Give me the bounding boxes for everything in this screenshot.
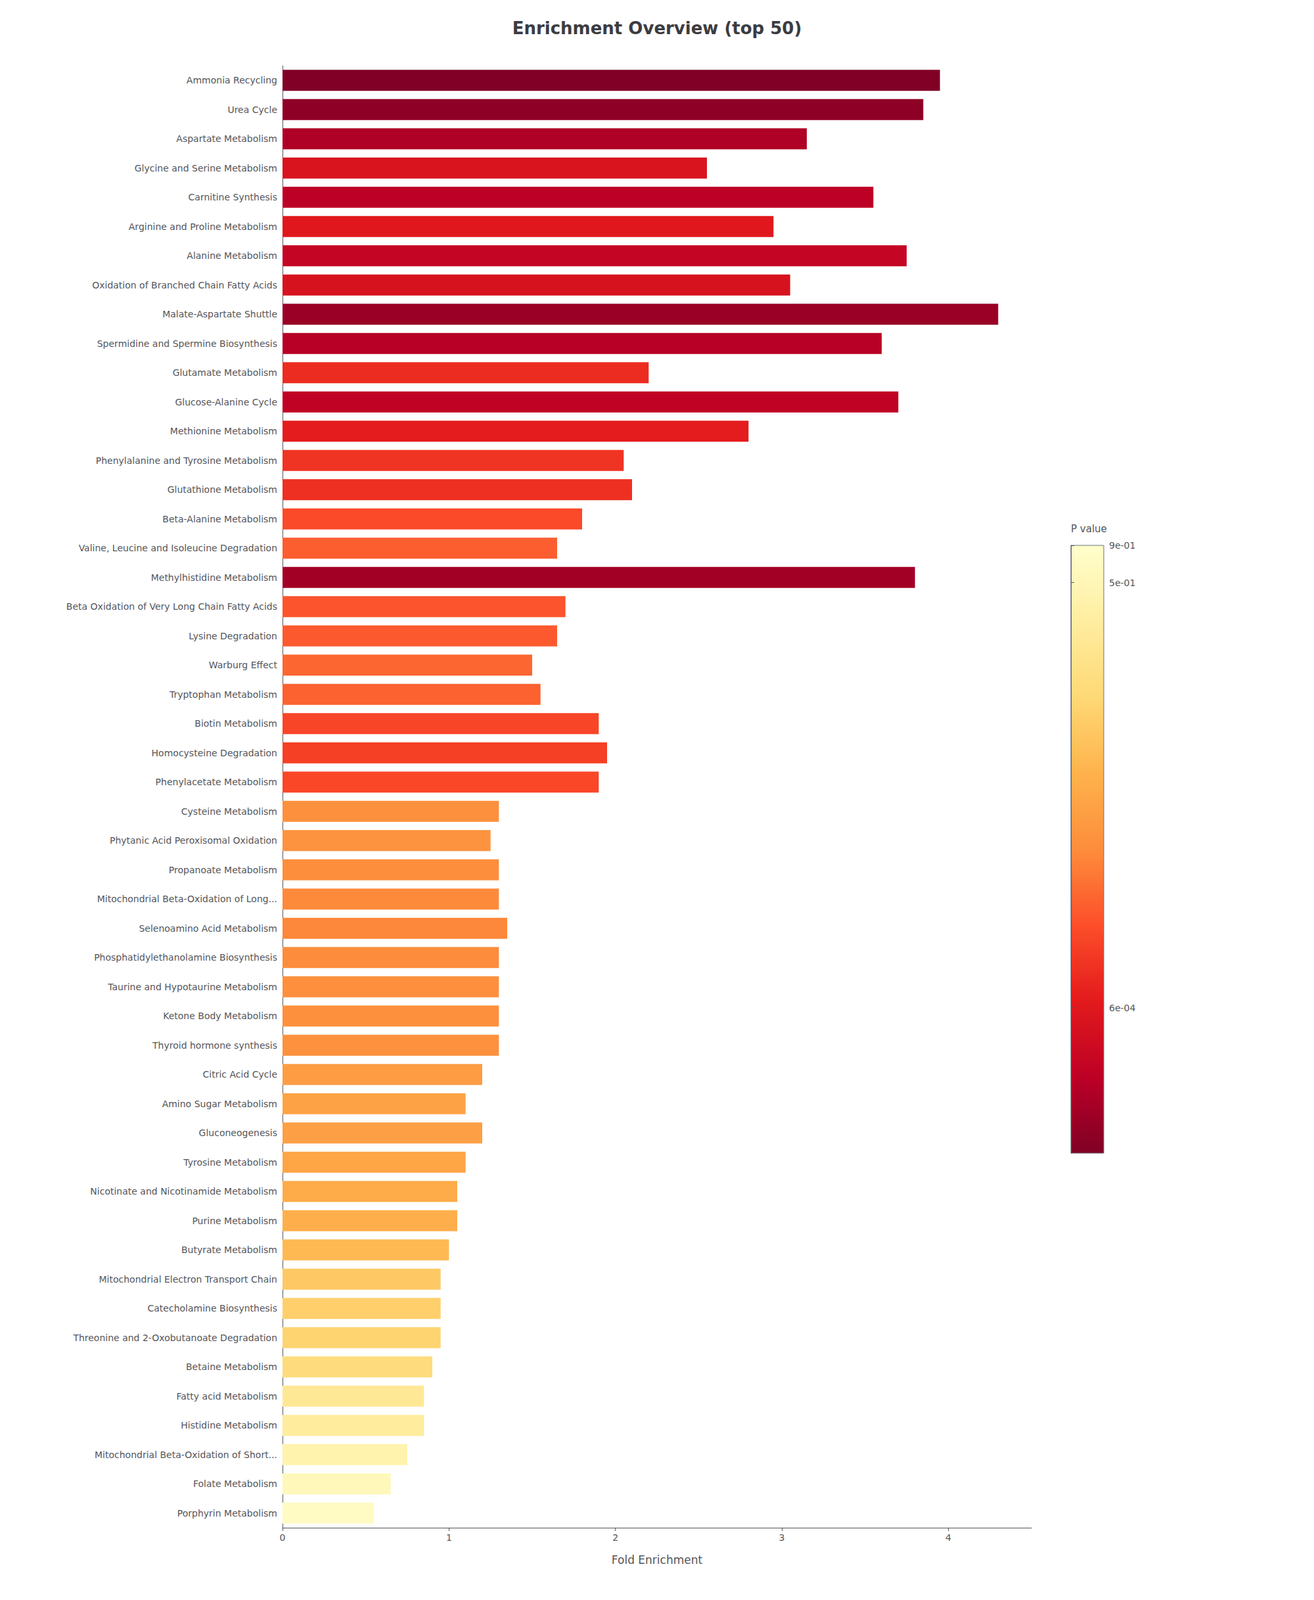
svg-text:Taurine and Hypotaurine Metabo: Taurine and Hypotaurine Metabolism bbox=[107, 981, 278, 993]
svg-text:Amino Sugar Metabolism: Amino Sugar Metabolism bbox=[162, 1098, 278, 1110]
svg-text:Urea Cycle: Urea Cycle bbox=[227, 104, 278, 115]
svg-text:Mitochondrial Electron Transpo: Mitochondrial Electron Transport Chain bbox=[99, 1273, 278, 1285]
svg-text:Phenylacetate Metabolism: Phenylacetate Metabolism bbox=[155, 776, 278, 788]
svg-text:Threonine and 2-Oxobutanoate D: Threonine and 2-Oxobutanoate Degradation bbox=[72, 1332, 278, 1343]
svg-text:Propanoate Metabolism: Propanoate Metabolism bbox=[168, 864, 278, 876]
svg-text:2: 2 bbox=[612, 1532, 619, 1543]
svg-text:Phosphatidylethanolamine Biosy: Phosphatidylethanolamine Biosynthesis bbox=[93, 951, 278, 963]
svg-text:0: 0 bbox=[279, 1532, 286, 1543]
svg-text:Histidine Metabolism: Histidine Metabolism bbox=[180, 1419, 278, 1431]
svg-text:Mitochondrial Beta-Oxidation o: Mitochondrial Beta-Oxidation of Short... bbox=[94, 1449, 278, 1460]
svg-text:Folate Metabolism: Folate Metabolism bbox=[193, 1478, 278, 1489]
svg-text:Tyrosine Metabolism: Tyrosine Metabolism bbox=[182, 1156, 278, 1168]
svg-text:3: 3 bbox=[779, 1532, 786, 1543]
svg-text:Mitochondrial Beta-Oxidation o: Mitochondrial Beta-Oxidation of Long... bbox=[97, 893, 278, 905]
svg-text:Fatty acid Metabolism: Fatty acid Metabolism bbox=[176, 1390, 278, 1402]
svg-text:Aspartate Metabolism: Aspartate Metabolism bbox=[176, 133, 278, 144]
svg-text:Nicotinate and Nicotinamide Me: Nicotinate and Nicotinamide Metabolism bbox=[90, 1185, 278, 1197]
svg-text:Fold Enrichment: Fold Enrichment bbox=[611, 1553, 703, 1567]
svg-text:Butyrate Metabolism: Butyrate Metabolism bbox=[181, 1244, 278, 1255]
svg-text:Purine Metabolism: Purine Metabolism bbox=[191, 1215, 278, 1226]
svg-text:P value: P value bbox=[1070, 522, 1108, 535]
svg-text:Phytanic Acid Peroxisomal Oxid: Phytanic Acid Peroxisomal Oxidation bbox=[109, 835, 278, 846]
svg-text:Beta-Alanine Metabolism: Beta-Alanine Metabolism bbox=[162, 513, 278, 525]
svg-text:5e-01: 5e-01 bbox=[1109, 577, 1136, 589]
svg-text:Enrichment Overview (top 50): Enrichment Overview (top 50) bbox=[512, 18, 803, 39]
svg-text:Methionine Metabolism: Methionine Metabolism bbox=[170, 425, 278, 437]
svg-text:Methylhistidine Metabolism: Methylhistidine Metabolism bbox=[151, 572, 278, 583]
svg-text:4: 4 bbox=[945, 1532, 952, 1543]
svg-text:Citric Acid Cycle: Citric Acid Cycle bbox=[203, 1068, 278, 1080]
svg-text:Lysine Degradation: Lysine Degradation bbox=[188, 630, 278, 642]
svg-text:9e-01: 9e-01 bbox=[1109, 540, 1136, 551]
svg-text:Biotin Metabolism: Biotin Metabolism bbox=[194, 718, 278, 729]
svg-text:Ammonia Recycling: Ammonia Recycling bbox=[186, 74, 278, 86]
svg-text:Porphyrin Metabolism: Porphyrin Metabolism bbox=[177, 1507, 278, 1519]
svg-text:Glycine and Serine Metabolism: Glycine and Serine Metabolism bbox=[134, 162, 278, 174]
svg-text:Tryptophan Metabolism: Tryptophan Metabolism bbox=[168, 689, 278, 700]
svg-text:Cysteine Metabolism: Cysteine Metabolism bbox=[181, 806, 278, 817]
svg-text:Carnitine Synthesis: Carnitine Synthesis bbox=[188, 191, 278, 203]
svg-text:Spermidine and Spermine Biosyn: Spermidine and Spermine Biosynthesis bbox=[97, 338, 278, 349]
svg-text:Beta Oxidation of Very Long Ch: Beta Oxidation of Very Long Chain Fatty … bbox=[66, 601, 278, 612]
svg-text:Glucose-Alanine Cycle: Glucose-Alanine Cycle bbox=[174, 396, 278, 408]
svg-text:Catecholamine Biosynthesis: Catecholamine Biosynthesis bbox=[147, 1302, 278, 1314]
svg-text:Arginine and Proline Metabolis: Arginine and Proline Metabolism bbox=[128, 221, 278, 232]
svg-text:Valine, Leucine and Isoleucine: Valine, Leucine and Isoleucine Degradati… bbox=[78, 542, 278, 554]
svg-text:Warburg Effect: Warburg Effect bbox=[208, 659, 278, 671]
svg-text:Oxidation of Branched Chain Fa: Oxidation of Branched Chain Fatty Acids bbox=[91, 279, 278, 291]
svg-text:Gluconeogenesis: Gluconeogenesis bbox=[199, 1127, 278, 1138]
svg-text:Glutathione Metabolism: Glutathione Metabolism bbox=[167, 484, 278, 495]
svg-text:Betaine Metabolism: Betaine Metabolism bbox=[185, 1361, 278, 1372]
svg-text:1: 1 bbox=[446, 1532, 453, 1543]
svg-text:Alanine Metabolism: Alanine Metabolism bbox=[186, 250, 278, 261]
svg-text:6e-04: 6e-04 bbox=[1109, 1002, 1136, 1014]
svg-text:Glutamate Metabolism: Glutamate Metabolism bbox=[172, 367, 278, 378]
svg-text:Selenoamino Acid Metabolism: Selenoamino Acid Metabolism bbox=[138, 923, 278, 934]
svg-text:Homocysteine Degradation: Homocysteine Degradation bbox=[151, 747, 278, 759]
svg-text:Malate-Aspartate Shuttle: Malate-Aspartate Shuttle bbox=[162, 308, 278, 320]
svg-text:Ketone Body Metabolism: Ketone Body Metabolism bbox=[162, 1010, 278, 1021]
svg-text:Phenylalanine and Tyrosine Met: Phenylalanine and Tyrosine Metabolism bbox=[95, 455, 278, 466]
svg-text:Thyroid hormone synthesis: Thyroid hormone synthesis bbox=[151, 1040, 278, 1051]
